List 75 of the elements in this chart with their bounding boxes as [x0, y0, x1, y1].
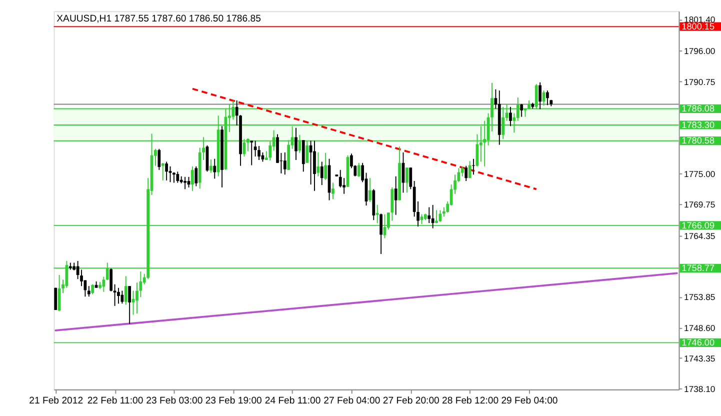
candlestick [158, 148, 161, 170]
candlestick [380, 213, 382, 254]
candlestick [302, 140, 305, 172]
candlestick [176, 171, 180, 184]
candlestick [110, 268, 113, 292]
y-tick-label: 1790.75 [684, 76, 716, 87]
y-tick-label: 1775.00 [684, 168, 716, 179]
candlestick [546, 90, 549, 106]
candlestick [394, 176, 398, 216]
candlestick [406, 167, 408, 194]
ref-line-label: 1766.09 [682, 220, 715, 230]
candlestick [283, 152, 286, 176]
x-tick-label: 24 Feb 11:00 [264, 395, 321, 406]
x-tick-label: 27 Feb 04:00 [324, 395, 380, 406]
y-tick-label: 1764.35 [684, 230, 716, 241]
x-tick-label: 23 Feb 19:00 [205, 395, 262, 406]
candlestick [320, 161, 324, 186]
candlestick [213, 158, 216, 180]
candlestick [409, 167, 412, 190]
ref-line-label: 1758.77 [682, 263, 715, 274]
ref-line-label: 1783.30 [682, 120, 715, 130]
candlestick [294, 127, 298, 160]
candlestick [324, 152, 328, 180]
ref-line-label: 1780.58 [682, 136, 715, 146]
candlestick [431, 204, 434, 229]
candlestick [460, 166, 464, 177]
candlestick [332, 182, 334, 200]
candlestick [376, 204, 379, 224]
candlestick [117, 287, 120, 304]
candlestick [509, 106, 512, 127]
x-tick-label: 23 Feb 03:00 [146, 395, 203, 406]
ref-line-label: 1746.00 [682, 338, 715, 348]
y-tick-label: 1796.00 [684, 46, 716, 56]
x-tick-label: 27 Feb 20:00 [382, 395, 440, 406]
candlestick [357, 162, 360, 178]
candlestick [120, 290, 124, 304]
candlestick [124, 276, 128, 306]
ref-line-label: 1800.15 [682, 21, 715, 32]
candlestick [113, 284, 116, 306]
y-tick-label: 1738.10 [684, 384, 716, 394]
candlestick [254, 140, 257, 157]
candlestick [435, 210, 438, 224]
ref-line-label: 1786.08 [682, 104, 715, 114]
candlestick [538, 82, 542, 110]
candlestick [102, 276, 106, 292]
y-tick-label: 1748.60 [684, 322, 716, 333]
candlestick [368, 178, 372, 202]
x-tick-label: 28 Feb 12:00 [442, 395, 499, 406]
y-tick-label: 1743.35 [684, 354, 716, 364]
candlestick [191, 166, 194, 192]
candlestick [87, 286, 90, 298]
candlestick [438, 210, 442, 222]
chart-title: XAUUSD,H1 1787.55 1787.60 1786.50 1786.85 [56, 14, 261, 25]
x-tick-label: 22 Feb 11:00 [87, 395, 144, 406]
y-tick-label: 1753.85 [684, 292, 716, 302]
candlestick [520, 103, 524, 118]
candlestick [472, 158, 475, 176]
candlestick [165, 161, 168, 181]
y-tick-label: 1769.75 [684, 199, 716, 210]
candlestick [194, 166, 198, 187]
candlestick [128, 286, 132, 324]
candlestick [168, 166, 172, 183]
candlestick [184, 176, 186, 190]
candlestick [464, 165, 468, 182]
candlestick [250, 140, 254, 166]
candlestick [172, 172, 176, 184]
candlestick [209, 158, 212, 174]
candlestick [58, 274, 61, 312]
x-tick-label: 21 Feb 2012 [29, 395, 84, 406]
candlestick [91, 284, 94, 295]
candlestick [428, 206, 431, 224]
x-tick-label: 29 Feb 04:00 [501, 395, 558, 406]
candlestick [161, 162, 164, 181]
candlestick [316, 152, 320, 177]
candlestick [313, 140, 316, 192]
